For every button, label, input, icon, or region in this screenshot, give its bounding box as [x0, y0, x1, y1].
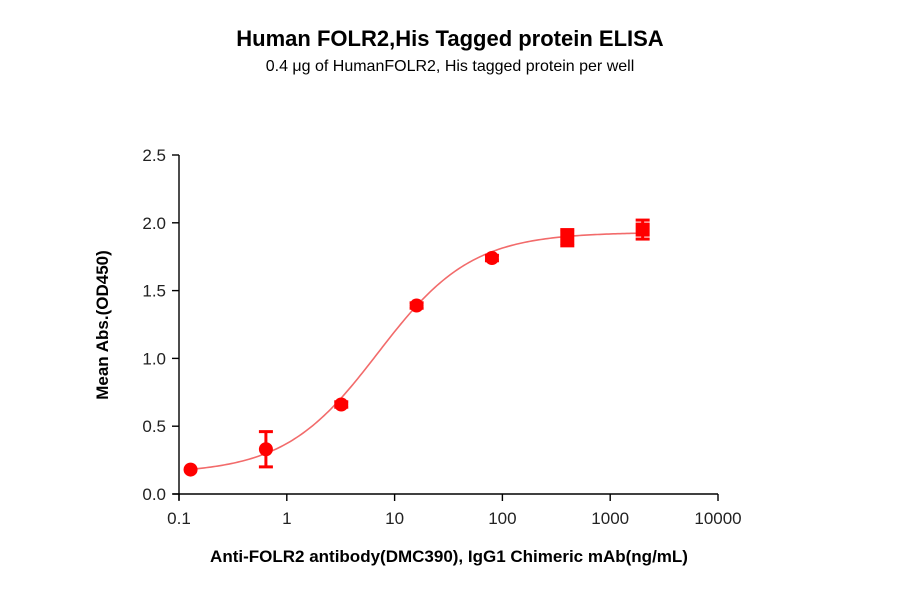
- y-tick-label: 1.5: [142, 282, 166, 301]
- axes: 0.0 0.5 1.0 1.5 2.0 2.5 0.1 1 10 100 1000 10000: [142, 146, 741, 528]
- data-point-circle: [183, 462, 198, 477]
- data-point-square: [635, 222, 650, 237]
- y-tick-label: 2.5: [142, 146, 166, 165]
- y-tick-label: 1.0: [142, 349, 166, 368]
- chart-title: Human FOLR2,His Tagged protein ELISA: [236, 26, 664, 51]
- x-tick-label: 0.1: [167, 509, 191, 528]
- y-axis-title: Mean Abs.(OD450): [93, 250, 112, 400]
- x-tick-label: 1000: [591, 509, 629, 528]
- x-tick-label: 100: [488, 509, 516, 528]
- data-point-square: [560, 230, 575, 245]
- chart-subtitle: 0.4 μg of HumanFOLR2, His tagged protein…: [265, 58, 635, 75]
- x-axis-title: Anti-FOLR2 antibody(DMC390), IgG1 Chimer…: [210, 547, 688, 566]
- x-tick-label: 1: [282, 509, 291, 528]
- data-point-circle: [334, 397, 349, 412]
- data-points: [183, 218, 650, 477]
- y-tick-label: 0.0: [142, 485, 166, 504]
- x-tick-label: 10000: [694, 509, 741, 528]
- fit-curve-path: [190, 232, 643, 471]
- data-point-circle: [484, 251, 499, 266]
- data-point-circle: [258, 442, 273, 457]
- y-tick-label: 2.0: [142, 214, 166, 233]
- data-point-circle: [409, 298, 424, 313]
- x-tick-label: 10: [385, 509, 404, 528]
- fit-curve: [190, 232, 643, 471]
- y-tick-label: 0.5: [142, 417, 166, 436]
